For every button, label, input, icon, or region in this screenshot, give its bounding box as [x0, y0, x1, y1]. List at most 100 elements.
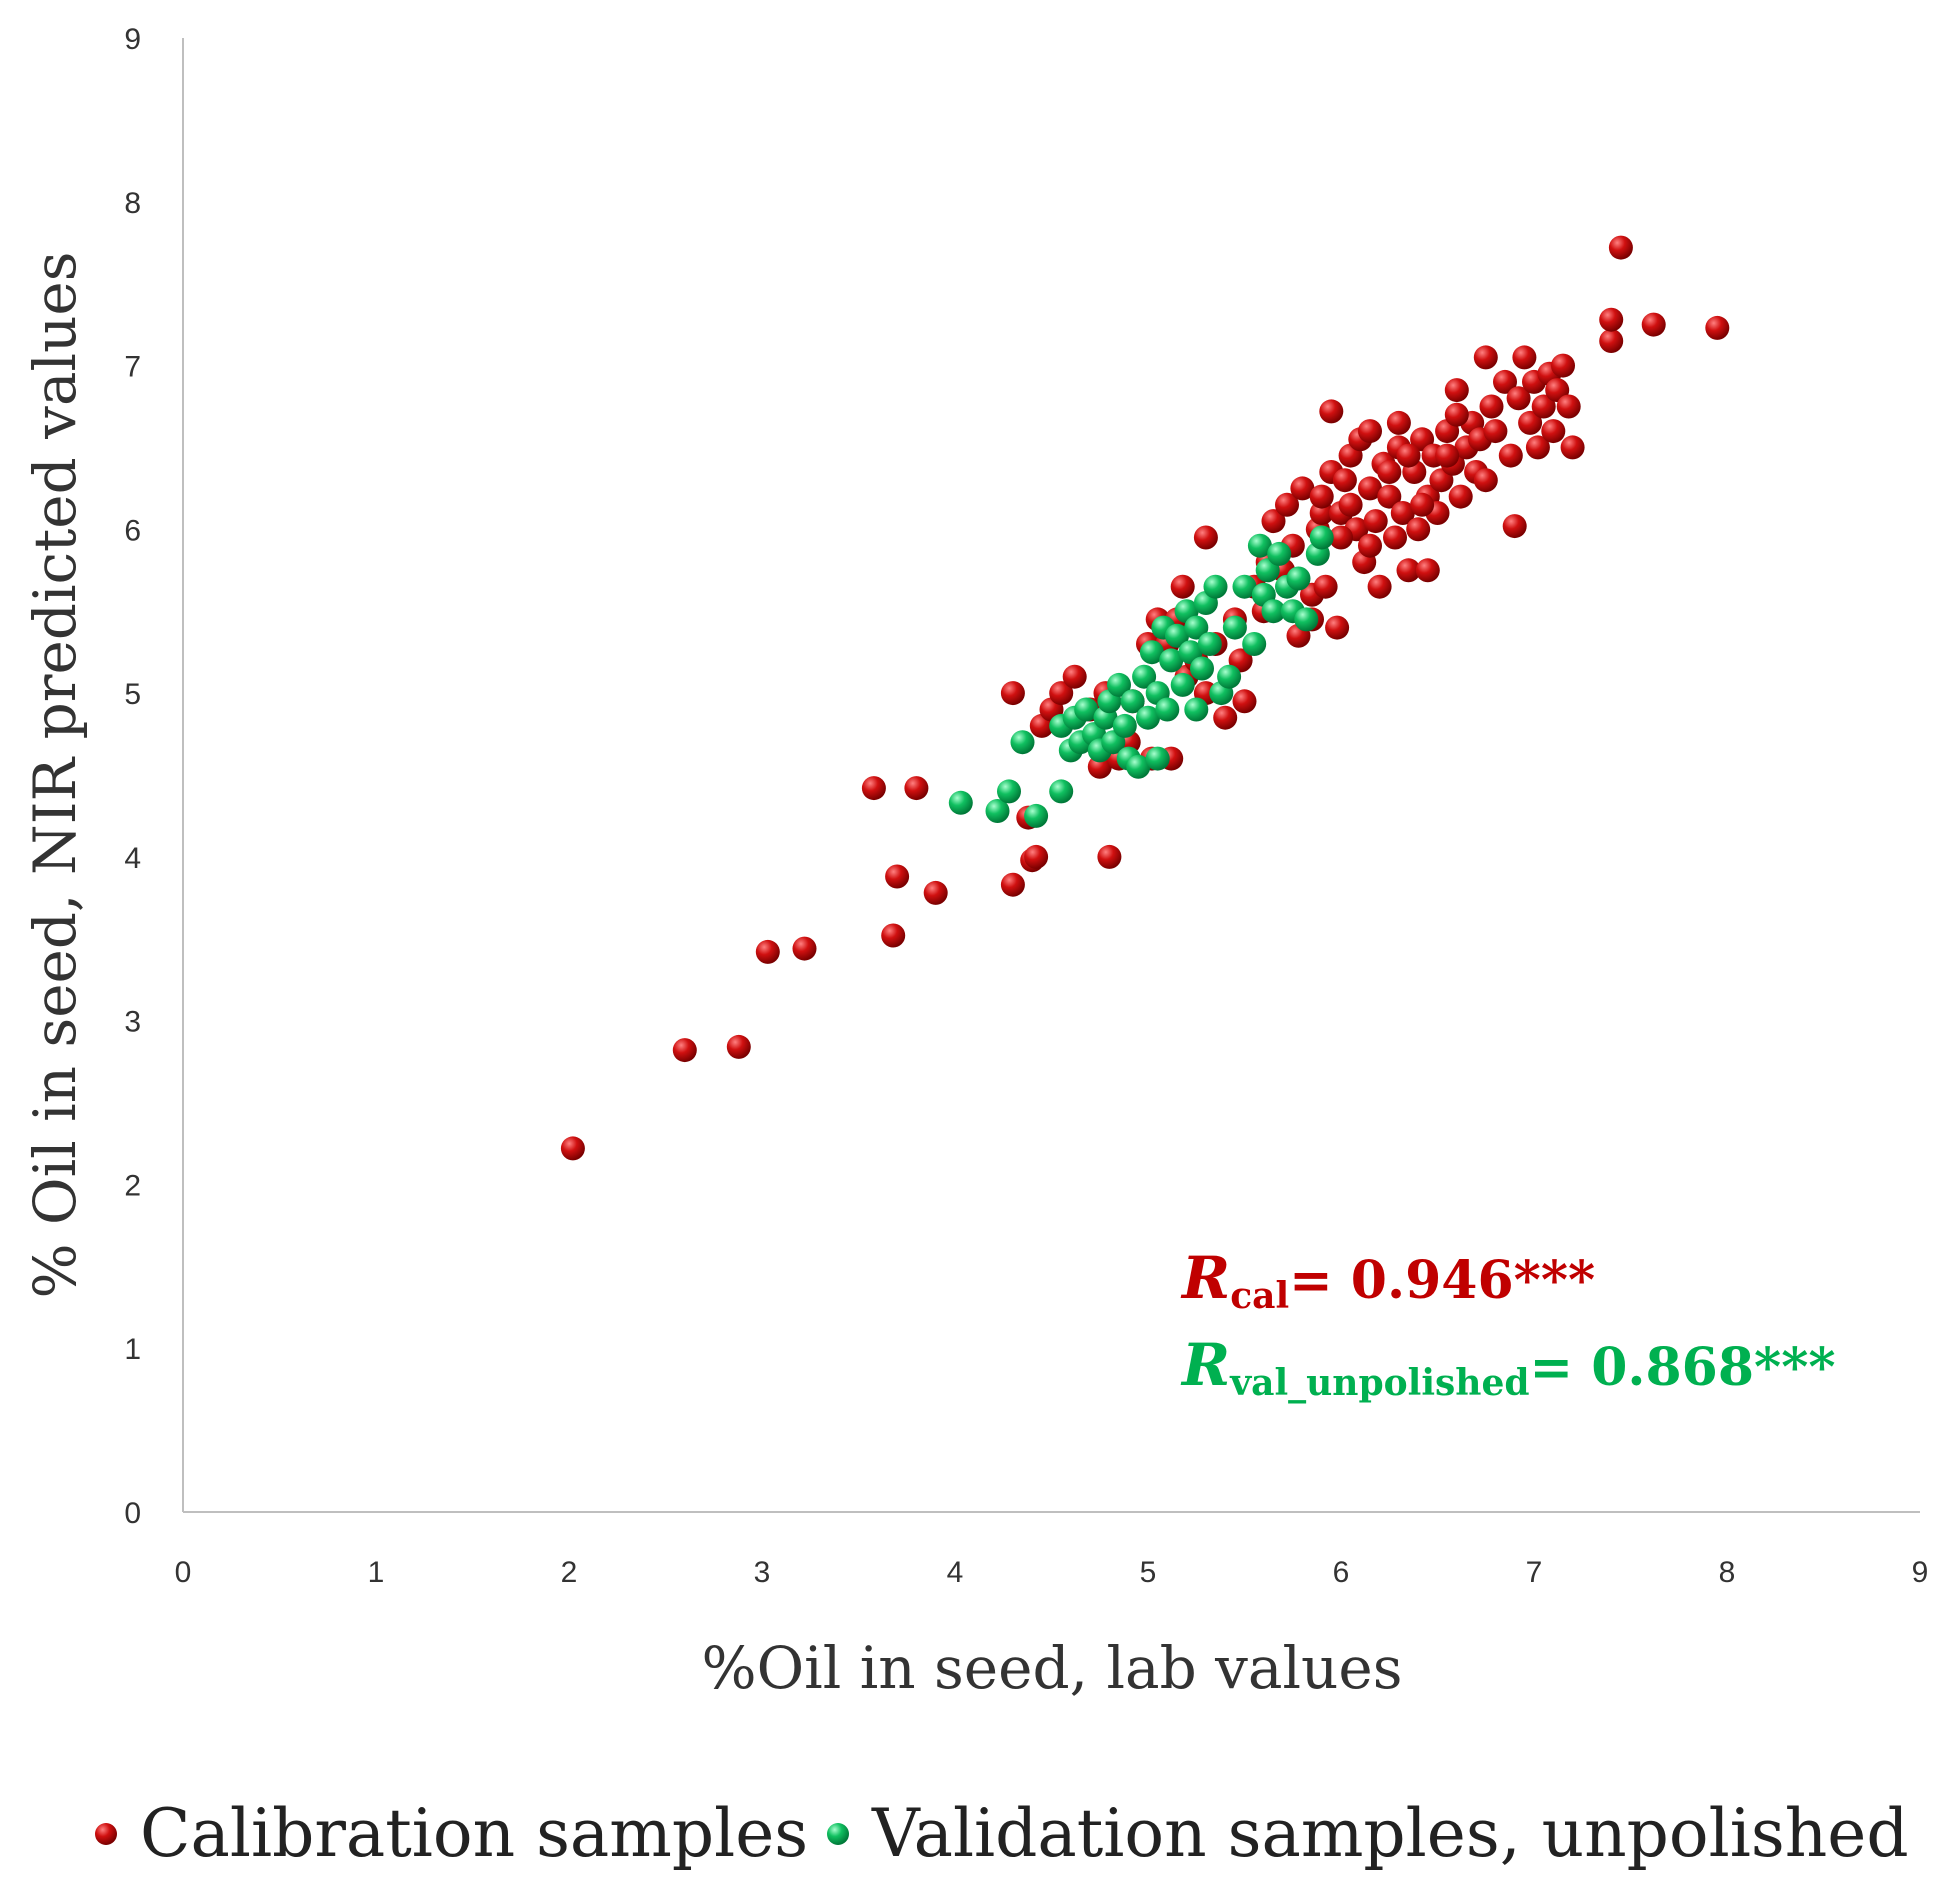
- r-val-subscript: val_unpolished: [1229, 1362, 1529, 1404]
- validation-point: [1159, 648, 1184, 673]
- r-cal-value: = 0.946***: [1289, 1250, 1595, 1311]
- legend-marker-validation: [827, 1823, 849, 1845]
- validation-point: [1217, 664, 1242, 689]
- calibration-point: [1599, 307, 1624, 332]
- calibration-point: [1325, 615, 1350, 640]
- calibration-point: [1193, 525, 1218, 550]
- calibration-point: [1608, 235, 1633, 260]
- calibration-point: [881, 923, 906, 948]
- calibration-point: [792, 936, 817, 961]
- x-tick-label: 5: [1140, 1556, 1157, 1589]
- calibration-point: [1275, 492, 1299, 517]
- calibration-point: [1444, 402, 1469, 427]
- validation-point: [1155, 697, 1180, 722]
- calibration-point: [1415, 558, 1440, 583]
- validation-point: [1190, 656, 1214, 681]
- calibration-point: [1556, 394, 1581, 419]
- x-tick-label: 3: [754, 1556, 771, 1589]
- validation-point: [1126, 754, 1151, 779]
- calibration-point: [1531, 394, 1556, 419]
- validation-point: [1074, 697, 1099, 722]
- calibration-point: [1641, 312, 1666, 337]
- x-tick-label: 9: [1912, 1556, 1929, 1589]
- r-cal-annotation: Rcal= 0.946***: [1180, 1244, 1595, 1317]
- calibration-point: [1377, 460, 1402, 484]
- y-tick-label: 9: [124, 23, 141, 56]
- validation-point: [1267, 541, 1292, 566]
- r-cal-symbol: R: [1180, 1244, 1230, 1312]
- r-cal-subscript: cal: [1230, 1275, 1289, 1317]
- y-tick-label: 8: [124, 187, 141, 220]
- legend-label-calibration: Calibration samples: [140, 1795, 808, 1872]
- y-tick-labels: 0 1 2 3 4 5 6 7 8 9: [124, 23, 141, 1530]
- calibration-point: [1332, 468, 1357, 493]
- calibration-point: [1396, 558, 1421, 583]
- y-axis-title: % Oil in seed, NIR predicted values: [21, 251, 89, 1298]
- calibration-point: [726, 1034, 751, 1059]
- calibration-point: [1506, 386, 1531, 411]
- x-axis-title: %Oil in seed, lab values: [702, 1634, 1403, 1702]
- validation-point: [1136, 705, 1160, 730]
- x-tick-label: 2: [561, 1556, 578, 1589]
- calibration-point: [885, 864, 910, 889]
- calibration-point: [1367, 574, 1392, 599]
- calibration-point: [1000, 872, 1025, 897]
- validation-point: [1024, 803, 1049, 828]
- calibration-point: [1313, 574, 1338, 599]
- x-tick-label: 4: [947, 1556, 964, 1589]
- calibration-point: [1479, 394, 1504, 419]
- calibration-point: [1483, 419, 1508, 444]
- calibration-point: [1525, 435, 1550, 460]
- calibration-point: [1705, 315, 1730, 340]
- validation-point: [1010, 730, 1035, 755]
- validation-point: [1107, 672, 1131, 697]
- y-tick-label: 2: [124, 1169, 141, 1202]
- validation-point: [1247, 533, 1272, 558]
- calibration-point: [1309, 501, 1334, 525]
- x-tick-label: 0: [175, 1556, 192, 1589]
- validation-point: [1286, 566, 1311, 591]
- validation-point: [1184, 697, 1209, 722]
- calibration-point: [904, 776, 929, 801]
- x-tick-labels: 0 1 2 3 4 5 6 7 8 9: [175, 1556, 1929, 1589]
- y-tick-label: 0: [124, 1497, 141, 1530]
- calibration-point: [1493, 369, 1517, 394]
- calibration-point: [1541, 419, 1566, 444]
- validation-point: [1132, 664, 1157, 689]
- calibration-point: [1383, 525, 1407, 550]
- calibration-point: [1363, 509, 1388, 534]
- y-tick-label: 7: [124, 351, 141, 384]
- calibration-point: [1406, 517, 1431, 542]
- y-tick-label: 5: [124, 678, 141, 711]
- validation-point: [1242, 632, 1267, 656]
- calibration-point: [1518, 410, 1543, 435]
- calibration-point: [1358, 533, 1382, 558]
- validation-point: [1165, 623, 1189, 648]
- calibration-point: [1435, 443, 1460, 468]
- calibration-point: [1386, 410, 1411, 435]
- calibration-point: [1560, 435, 1585, 460]
- calibration-point: [560, 1136, 585, 1161]
- calibration-point: [1396, 443, 1421, 468]
- calibration-point: [1000, 681, 1025, 706]
- calibration-point: [1261, 509, 1286, 534]
- y-tick-label: 6: [124, 514, 141, 547]
- calibration-point: [1097, 844, 1122, 869]
- calibration-point: [1512, 345, 1537, 370]
- calibration-point: [861, 776, 886, 801]
- y-tick-label: 1: [124, 1333, 141, 1366]
- x-tick-label: 7: [1526, 1556, 1543, 1589]
- legend-label-validation: Validation samples, unpolished: [871, 1795, 1909, 1872]
- validation-point: [1170, 672, 1195, 697]
- calibration-point: [1502, 514, 1527, 539]
- calibration-point: [1498, 443, 1523, 468]
- r-val-annotation: Rval_unpolished= 0.868***: [1180, 1331, 1836, 1404]
- validation-point: [1294, 607, 1319, 632]
- calibration-series: [560, 235, 1730, 1161]
- legend-marker-calibration: [95, 1823, 117, 1845]
- calibration-point: [1390, 501, 1415, 525]
- validation-point: [1197, 632, 1222, 656]
- validation-point: [985, 799, 1010, 823]
- validation-point: [1232, 574, 1257, 599]
